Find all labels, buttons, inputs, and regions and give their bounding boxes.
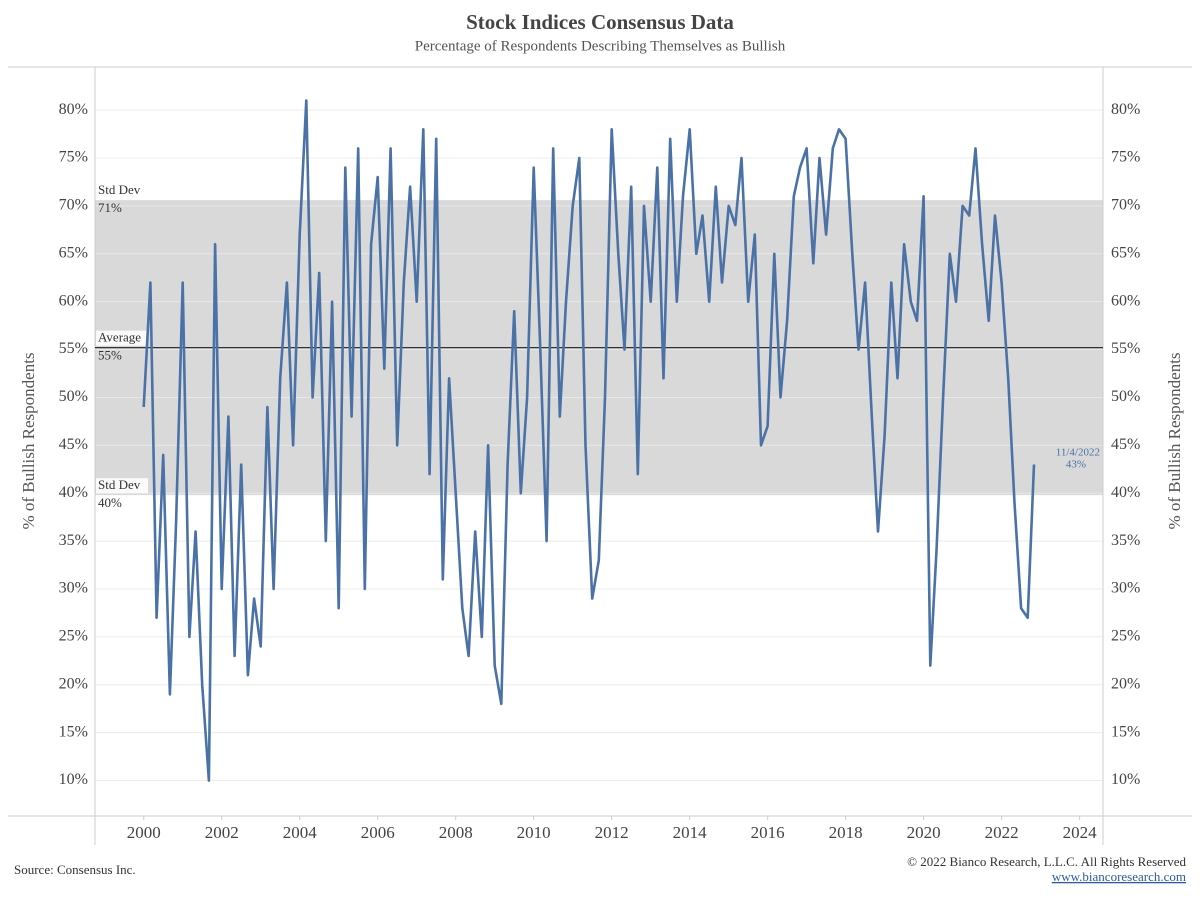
label-bg xyxy=(96,330,148,346)
y2-tick-label: 35% xyxy=(1111,532,1140,549)
y2-tick-label: 60% xyxy=(1111,292,1140,309)
annotation-date: 11/4/2022 xyxy=(1056,447,1100,459)
y2-tick-label: 65% xyxy=(1111,244,1140,261)
y2-tick-label: 20% xyxy=(1111,675,1140,692)
x-tick-label: 2006 xyxy=(361,823,395,842)
y2-tick-label: 75% xyxy=(1111,149,1140,166)
y2-tick-label: 30% xyxy=(1111,580,1140,597)
x-tick-label: 2020 xyxy=(907,823,941,842)
y-tick-label: 15% xyxy=(59,723,88,740)
x-tick-label: 2010 xyxy=(517,823,551,842)
y-tick-label: 70% xyxy=(59,197,88,214)
y2-tick-label: 80% xyxy=(1111,101,1140,118)
reference-value: 55% xyxy=(98,348,122,363)
x-tick-label: 2022 xyxy=(985,823,1019,842)
y-tick-label: 55% xyxy=(59,340,88,357)
x-tick-label: 2018 xyxy=(829,823,863,842)
y-tick-label: 30% xyxy=(59,580,88,597)
x-tick-label: 2004 xyxy=(283,823,318,842)
y-tick-label: 40% xyxy=(59,484,88,501)
y2-tick-label: 40% xyxy=(1111,484,1140,501)
y2-tick-label: 45% xyxy=(1111,436,1140,453)
y-tick-label: 10% xyxy=(59,771,88,788)
reference-name: Average xyxy=(98,330,141,345)
series-line xyxy=(142,99,1036,782)
y-tick-label: 60% xyxy=(59,292,88,309)
y-tick-label: 75% xyxy=(59,149,88,166)
copyright: © 2022 Bianco Research, L.L.C. All Right… xyxy=(907,854,1186,869)
y-tick-label: 20% xyxy=(59,675,88,692)
reference-name: Std Dev xyxy=(98,182,141,197)
x-tick-label: 2002 xyxy=(205,823,239,842)
y-axis-label: % of Bullish Respondents xyxy=(19,352,38,529)
reference-name: Std Dev xyxy=(98,477,141,492)
reference-value: 71% xyxy=(98,200,122,215)
reference-value: 40% xyxy=(98,495,122,510)
x-tick-label: 2024 xyxy=(1063,823,1098,842)
y2-axis-label: % of Bullish Respondents xyxy=(1165,352,1184,529)
website-link[interactable]: www.biancoresearch.com xyxy=(1052,869,1186,884)
y-tick-label: 35% xyxy=(59,532,88,549)
y-tick-label: 65% xyxy=(59,244,88,261)
chart-title: Stock Indices Consensus Data xyxy=(466,10,734,34)
y2-tick-label: 15% xyxy=(1111,723,1140,740)
y2-tick-label: 25% xyxy=(1111,628,1140,645)
chart-subtitle: Percentage of Respondents Describing The… xyxy=(415,38,786,54)
annotation-value: 43% xyxy=(1066,459,1086,471)
y2-tick-label: 70% xyxy=(1111,197,1140,214)
y2-tick-label: 50% xyxy=(1111,388,1140,405)
y2-tick-label: 55% xyxy=(1111,340,1140,357)
y-tick-label: 45% xyxy=(59,436,88,453)
y-tick-label: 80% xyxy=(59,101,88,118)
y-tick-label: 50% xyxy=(59,388,88,405)
x-tick-label: 2016 xyxy=(751,823,785,842)
x-tick-label: 2012 xyxy=(595,823,629,842)
x-tick-label: 2000 xyxy=(127,823,161,842)
label-bg xyxy=(96,478,148,494)
y2-tick-label: 10% xyxy=(1111,771,1140,788)
x-tick-label: 2014 xyxy=(673,823,708,842)
y-tick-label: 25% xyxy=(59,628,88,645)
source: Source: Consensus Inc. xyxy=(14,862,136,877)
label-bg xyxy=(96,183,148,199)
x-tick-label: 2008 xyxy=(439,823,473,842)
